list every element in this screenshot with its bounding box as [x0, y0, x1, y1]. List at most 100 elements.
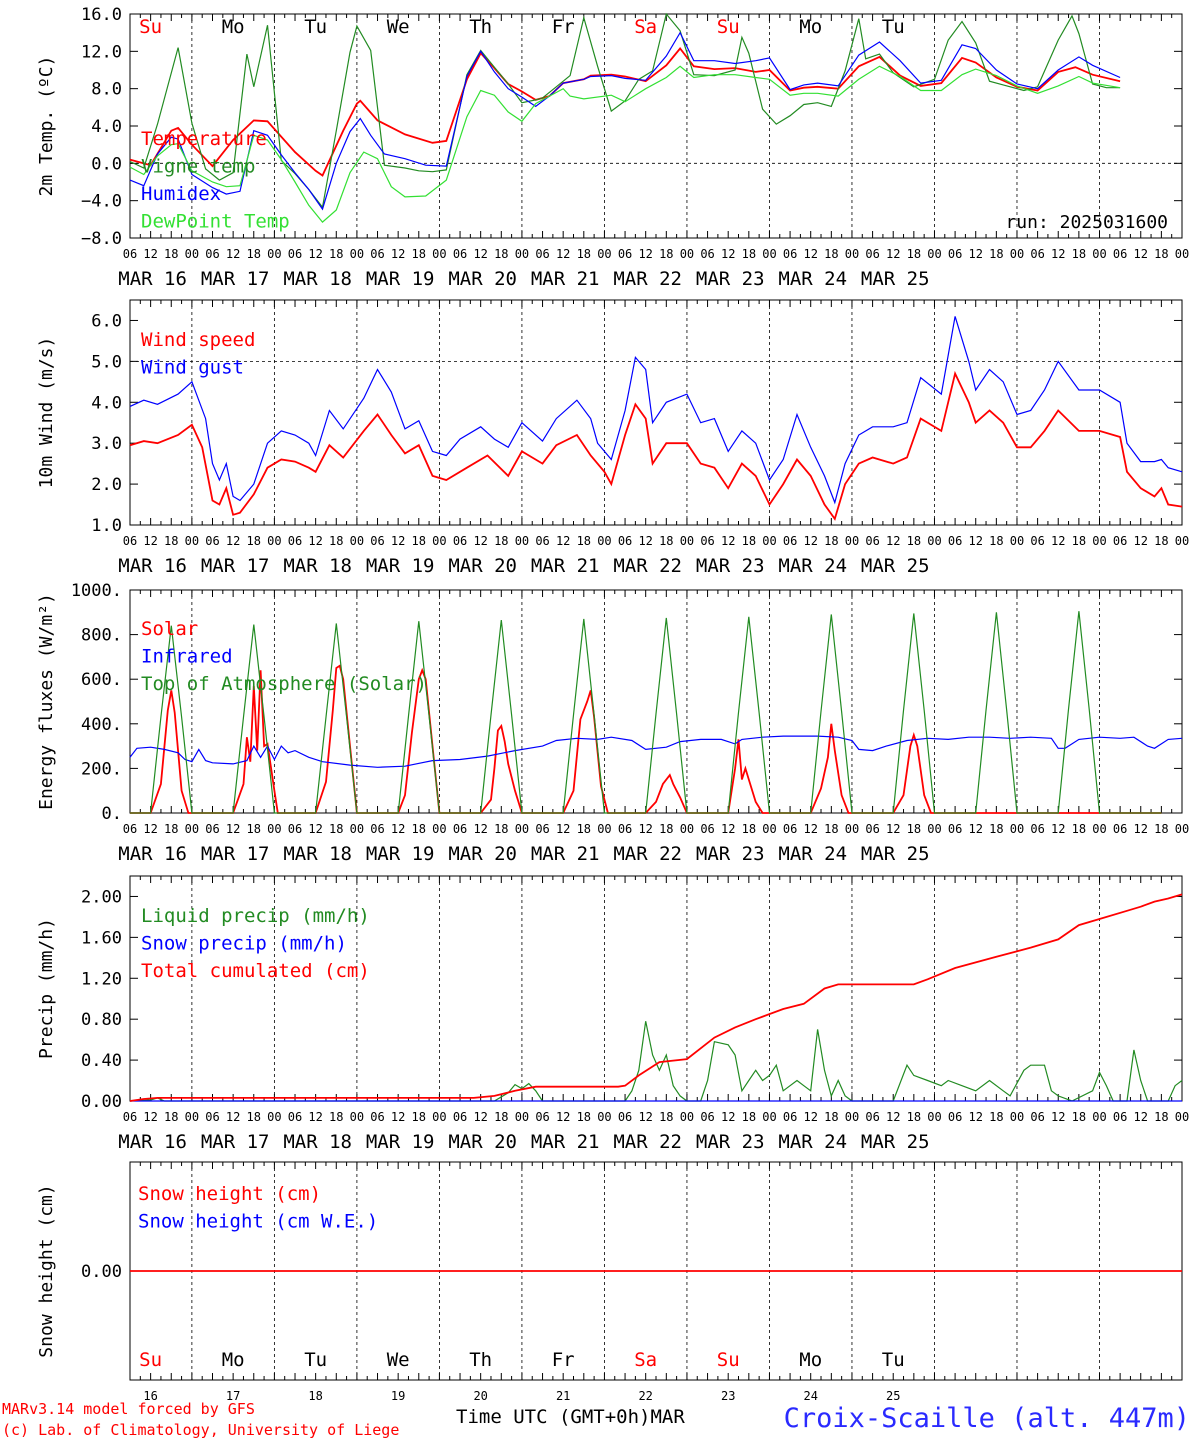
hour-tick-label: 00 — [927, 822, 941, 836]
hour-tick-label: 00 — [185, 534, 199, 548]
hour-tick-label: 12 — [803, 822, 817, 836]
y-axis-title: 10m Wind (m/s) — [36, 337, 57, 489]
hour-tick-label: 12 — [308, 534, 322, 548]
hour-tick-label: 06 — [205, 534, 219, 548]
hour-tick-label: 06 — [123, 1110, 137, 1124]
hour-tick-label: 00 — [1010, 247, 1024, 261]
hour-tick-label: 06 — [1113, 1110, 1127, 1124]
hour-tick-label: 06 — [288, 822, 302, 836]
hour-tick-label: 06 — [123, 822, 137, 836]
hour-tick-label: 18 — [1154, 247, 1168, 261]
hour-tick-label: 18 — [1154, 822, 1168, 836]
hour-tick-label: 00 — [1010, 822, 1024, 836]
series-line-1 — [130, 664, 1162, 814]
hour-tick-label: 00 — [680, 1110, 694, 1124]
hour-tick-label: 00 — [680, 247, 694, 261]
day-number-label: 21 — [556, 1389, 570, 1403]
time-axis-label: Time UTC (GMT+0h)MAR — [456, 1406, 685, 1428]
hour-tick-label: 00 — [1092, 534, 1106, 548]
hour-tick-label: 00 — [267, 1110, 281, 1124]
hour-tick-label: 06 — [288, 534, 302, 548]
weekday-label: We — [387, 1349, 410, 1371]
hour-tick-label: 12 — [473, 534, 487, 548]
hour-tick-label: 06 — [948, 1110, 962, 1124]
hour-tick-label: 12 — [143, 534, 157, 548]
day-number-label: 20 — [473, 1389, 487, 1403]
legend-entry: Solar — [141, 618, 198, 640]
hour-tick-label: 12 — [1134, 247, 1148, 261]
hour-tick-label: 12 — [556, 247, 570, 261]
y-tick-label: 200. — [81, 759, 122, 779]
footer-model-credit: MARv3.14 model forced by GFS — [2, 1400, 255, 1418]
legend-entry: Infrared — [141, 646, 233, 668]
legend-entry: Wind speed — [141, 329, 255, 351]
weekday-label: Fr — [552, 1349, 575, 1371]
hour-tick-label: 12 — [721, 822, 735, 836]
hour-tick-label: 18 — [1072, 822, 1086, 836]
hour-tick-label: 00 — [845, 534, 859, 548]
hour-tick-label: 06 — [453, 247, 467, 261]
y-tick-label: 1000. — [71, 581, 122, 601]
hour-tick-label: 00 — [1092, 1110, 1106, 1124]
hour-tick-label: 18 — [1072, 1110, 1086, 1124]
y-tick-label: 1.60 — [81, 928, 122, 948]
hour-tick-label: 18 — [907, 822, 921, 836]
date-label: MAR 20 — [448, 843, 517, 865]
hour-tick-label: 06 — [700, 534, 714, 548]
weekday-label: Su — [139, 16, 162, 38]
date-label: MAR 24 — [778, 268, 847, 290]
legend-entry: Snow precip (mm/h) — [141, 933, 347, 955]
hour-tick-label: 00 — [597, 247, 611, 261]
series-line-2 — [129, 735, 1183, 768]
footer-copyright: (c) Lab. of Climatology, University of L… — [2, 1421, 399, 1439]
y-tick-label: 400. — [81, 715, 122, 735]
hour-tick-label: 12 — [391, 534, 405, 548]
hour-tick-label: 06 — [783, 534, 797, 548]
y-tick-label: 0.40 — [81, 1051, 122, 1071]
date-label: MAR 19 — [366, 268, 435, 290]
hour-tick-label: 06 — [453, 822, 467, 836]
hour-tick-label: 18 — [989, 1110, 1003, 1124]
hour-tick-label: 18 — [412, 1110, 426, 1124]
hour-tick-label: 12 — [391, 247, 405, 261]
day-number-label: 25 — [886, 1389, 900, 1403]
hour-tick-label: 06 — [1030, 534, 1044, 548]
hour-tick-label: 18 — [989, 534, 1003, 548]
hour-tick-label: 06 — [535, 1110, 549, 1124]
weekday-label: Fr — [552, 16, 575, 38]
legend-entry: Humidex — [141, 183, 221, 205]
hour-tick-label: 18 — [742, 247, 756, 261]
hour-tick-label: 06 — [700, 822, 714, 836]
hour-tick-label: 06 — [865, 1110, 879, 1124]
hour-tick-label: 06 — [370, 822, 384, 836]
hour-tick-label: 12 — [968, 534, 982, 548]
hour-tick-label: 00 — [680, 534, 694, 548]
chart-panel-1: 06 12 18 00 06 12 18 00 06 12 18 00 06 12 18 00 06 12 18 00… — [36, 5, 1189, 290]
hour-tick-label: 12 — [391, 822, 405, 836]
hour-tick-label: 18 — [907, 534, 921, 548]
hour-tick-label: 06 — [535, 247, 549, 261]
hour-tick-label: 12 — [556, 1110, 570, 1124]
date-label: MAR 16 — [118, 268, 187, 290]
hour-tick-label: 18 — [989, 247, 1003, 261]
hour-tick-label: 06 — [618, 1110, 632, 1124]
weekday-label: Su — [139, 1349, 162, 1371]
legend-entry: Temperature — [141, 128, 267, 150]
date-label: MAR 18 — [283, 1131, 352, 1153]
hour-tick-label: 18 — [907, 247, 921, 261]
legend-entry: Total cumulated (cm) — [141, 960, 370, 982]
hour-tick-label: 18 — [412, 247, 426, 261]
hour-tick-label: 06 — [948, 822, 962, 836]
hour-tick-label: 00 — [515, 534, 529, 548]
hour-tick-label: 12 — [556, 534, 570, 548]
weekday-label: Th — [469, 1349, 492, 1371]
hour-tick-label: 12 — [143, 822, 157, 836]
hour-tick-label: 06 — [700, 1110, 714, 1124]
date-label: MAR 16 — [118, 843, 187, 865]
hour-tick-label: 06 — [865, 247, 879, 261]
weekday-label: Mo — [799, 16, 822, 38]
date-label: MAR 21 — [531, 268, 600, 290]
hour-tick-label: 18 — [164, 1110, 178, 1124]
weekday-label: Th — [469, 16, 492, 38]
hour-tick-label: 00 — [185, 247, 199, 261]
